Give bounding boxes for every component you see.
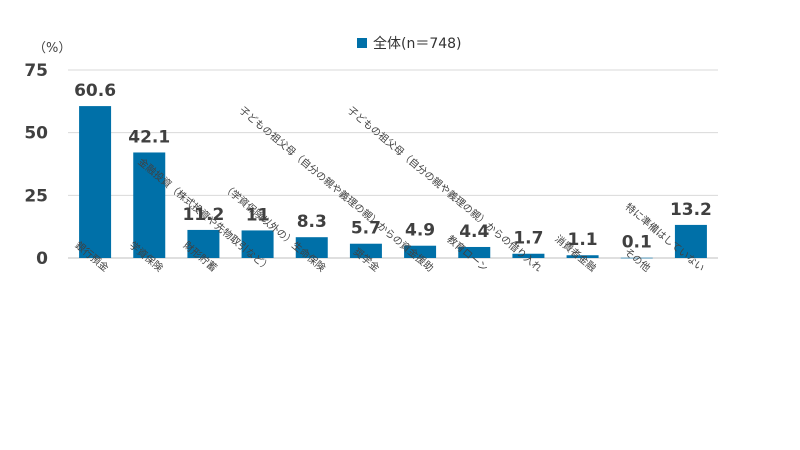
data-label: 1.7 [513,229,543,249]
data-label: 8.3 [297,212,327,232]
bar [620,257,653,259]
bar [566,255,599,258]
data-label: 11 [246,205,270,225]
bar [79,106,112,258]
y-tick-label: 25 [24,186,48,206]
legend-swatch [357,38,367,48]
legend-label: 全体(n＝748) [373,36,462,52]
y-tick-label: 0 [36,249,48,269]
data-label: 4.9 [405,221,435,241]
data-label: 1.1 [568,230,598,250]
bar [674,224,707,258]
chart-legend: 全体(n＝748) [357,33,462,53]
data-label: 4.4 [459,222,489,242]
data-label: 13.2 [670,200,712,220]
data-label: 0.1 [622,233,652,253]
bar [404,245,437,258]
bar [133,152,166,258]
bar [241,230,274,258]
data-label: 60.6 [74,81,116,101]
data-label: 5.7 [351,219,381,239]
y-tick-label: 75 [24,61,48,81]
bar [458,246,491,258]
y-axis-unit-label: （%） [33,41,72,56]
data-label: 42.1 [128,127,170,147]
bar [512,253,545,258]
bar [349,243,382,258]
bar [187,229,220,258]
data-label: 11.2 [182,205,224,225]
bar [295,237,328,258]
y-tick-label: 50 [24,124,48,144]
